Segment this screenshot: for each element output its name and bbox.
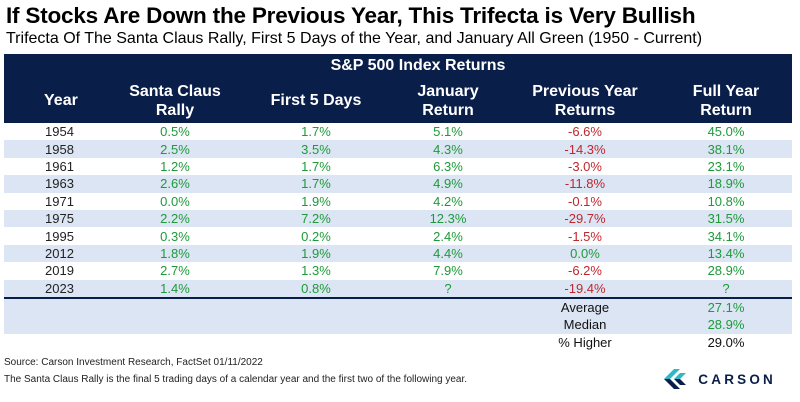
page-subtitle: Trifecta Of The Santa Claus Rally, First… [6, 30, 703, 47]
cell-previous-year-returns: 0.0% [510, 244, 660, 263]
cell-january-return: 4.9% [386, 175, 510, 193]
cell-year: 1954 [4, 123, 104, 141]
cell-year: 1961 [4, 157, 104, 176]
summary-row-pct-higher: % Higher 29.0% [4, 333, 793, 352]
cell-january-return: 7.9% [386, 262, 510, 280]
table-row: 1961 1.2% 1.7% 6.3% -3.0% 23.1% [4, 157, 793, 176]
cell-full-year-return: 34.1% [660, 227, 793, 245]
summary-section: Average 27.1% Median 28.9% % Higher 29.0… [4, 296, 793, 352]
cell-previous-year-returns: -3.0% [510, 157, 660, 176]
summary-label: Average [510, 298, 660, 317]
cell-year: 1963 [4, 175, 104, 193]
cell-previous-year-returns: -29.7% [510, 209, 660, 228]
cell-january-return: 6.3% [386, 157, 510, 176]
cell-year: 1975 [4, 209, 104, 228]
cell-first-5-days: 1.3% [246, 262, 386, 280]
cell-santa-claus-rally: 2.5% [104, 140, 246, 158]
table-row: 2012 1.8% 1.9% 4.4% 0.0% 13.4% [4, 244, 793, 263]
table-row: 1975 2.2% 7.2% 12.3% -29.7% 31.5% [4, 209, 793, 228]
carson-logo-text: CARSON [698, 371, 776, 387]
summary-value: 28.9% [660, 316, 793, 334]
col-header-previous-year-returns: Previous Year Returns [532, 82, 638, 119]
cell-january-return: 2.4% [386, 227, 510, 245]
table-group-header-row: S&P 500 Index Returns [4, 54, 793, 78]
source-note: Source: Carson Investment Research, Fact… [4, 357, 263, 368]
cell-january-return: 4.2% [386, 192, 510, 210]
definition-note: The Santa Claus Rally is the final 5 tra… [4, 374, 468, 385]
cell-santa-claus-rally: 2.2% [104, 209, 246, 228]
col-header-santa-claus-rally: Santa Claus Rally [129, 82, 221, 119]
cell-santa-claus-rally: 2.7% [104, 262, 246, 280]
cell-first-5-days: 0.2% [246, 227, 386, 245]
cell-full-year-return: ? [660, 279, 793, 297]
cell-full-year-return: 13.4% [660, 244, 793, 263]
summary-value: 27.1% [660, 298, 793, 317]
carson-logo: CARSON [664, 369, 776, 389]
cell-january-return: ? [386, 279, 510, 297]
returns-table: S&P 500 Index Returns Year Santa Claus Ra… [4, 54, 793, 352]
col-header-first-5-days: First 5 Days [270, 92, 362, 109]
summary-label: Median [510, 316, 660, 334]
cell-first-5-days: 7.2% [246, 209, 386, 228]
cell-year: 2023 [4, 279, 104, 297]
cell-year: 2019 [4, 262, 104, 280]
cell-full-year-return: 28.9% [660, 262, 793, 280]
table-column-header-row: Year Santa Claus Rally First 5 Days Janua… [4, 78, 793, 123]
cell-full-year-return: 38.1% [660, 140, 793, 158]
table-row: 1995 0.3% 0.2% 2.4% -1.5% 34.1% [4, 227, 793, 245]
carson-logo-icon [664, 369, 687, 389]
cell-santa-claus-rally: 1.8% [104, 244, 246, 263]
cell-year: 1958 [4, 140, 104, 158]
cell-previous-year-returns: -6.2% [510, 262, 660, 280]
cell-santa-claus-rally: 1.2% [104, 157, 246, 176]
cell-full-year-return: 18.9% [660, 175, 793, 193]
cell-january-return: 5.1% [386, 123, 510, 141]
cell-first-5-days: 1.7% [246, 157, 386, 176]
col-header-year: Year [44, 92, 78, 109]
summary-label: % Higher [510, 333, 660, 352]
summary-value: 29.0% [660, 333, 793, 352]
cell-year: 1995 [4, 227, 104, 245]
col-header-full-year-return: Full Year Return [692, 82, 760, 119]
col-header-january-return: January Return [417, 82, 479, 119]
page-title: If Stocks Are Down the Previous Year, Th… [6, 3, 696, 28]
cell-santa-claus-rally: 0.3% [104, 227, 246, 245]
cell-full-year-return: 31.5% [660, 209, 793, 228]
summary-row-median: Median 28.9% [4, 316, 793, 334]
table-row: 2019 2.7% 1.3% 7.9% -6.2% 28.9% [4, 262, 793, 280]
cell-santa-claus-rally: 0.5% [104, 123, 246, 141]
cell-first-5-days: 0.8% [246, 279, 386, 297]
cell-previous-year-returns: -14.3% [510, 140, 660, 158]
cell-santa-claus-rally: 1.4% [104, 279, 246, 297]
cell-year: 2012 [4, 244, 104, 263]
table-row: 2023 1.4% 0.8%? -19.4%? [4, 279, 793, 297]
cell-january-return: 4.3% [386, 140, 510, 158]
cell-previous-year-returns: -0.1% [510, 192, 660, 210]
cell-first-5-days: 1.7% [246, 123, 386, 141]
cell-first-5-days: 1.9% [246, 244, 386, 263]
cell-full-year-return: 10.8% [660, 192, 793, 210]
cell-santa-claus-rally: 2.6% [104, 175, 246, 193]
group-header: S&P 500 Index Returns [330, 57, 506, 74]
cell-previous-year-returns: -6.6% [510, 123, 660, 141]
summary-row-average: Average 27.1% [4, 298, 793, 317]
cell-january-return: 12.3% [386, 209, 510, 228]
table-row: 1971 0.0% 1.9% 4.2% -0.1% 10.8% [4, 192, 793, 210]
table-body: 1954 0.5% 1.7% 5.1% -6.6% 45.0% 1958 2.5% 3.5% 4.… [4, 123, 793, 297]
cell-previous-year-returns: -11.8% [510, 175, 660, 193]
cell-first-5-days: 3.5% [246, 140, 386, 158]
cell-santa-claus-rally: 0.0% [104, 192, 246, 210]
table-row: 1954 0.5% 1.7% 5.1% -6.6% 45.0% [4, 123, 793, 141]
cell-full-year-return: 45.0% [660, 123, 793, 141]
cell-first-5-days: 1.9% [246, 192, 386, 210]
cell-first-5-days: 1.7% [246, 175, 386, 193]
cell-full-year-return: 23.1% [660, 157, 793, 176]
cell-previous-year-returns: -1.5% [510, 227, 660, 245]
table-row: 1963 2.6% 1.7% 4.9% -11.8% 18.9% [4, 175, 793, 193]
summary-divider [4, 296, 793, 299]
cell-year: 1971 [4, 192, 104, 210]
cell-previous-year-returns: -19.4% [510, 279, 660, 297]
table-row: 1958 2.5% 3.5% 4.3% -14.3% 38.1% [4, 140, 793, 158]
cell-january-return: 4.4% [386, 244, 510, 263]
